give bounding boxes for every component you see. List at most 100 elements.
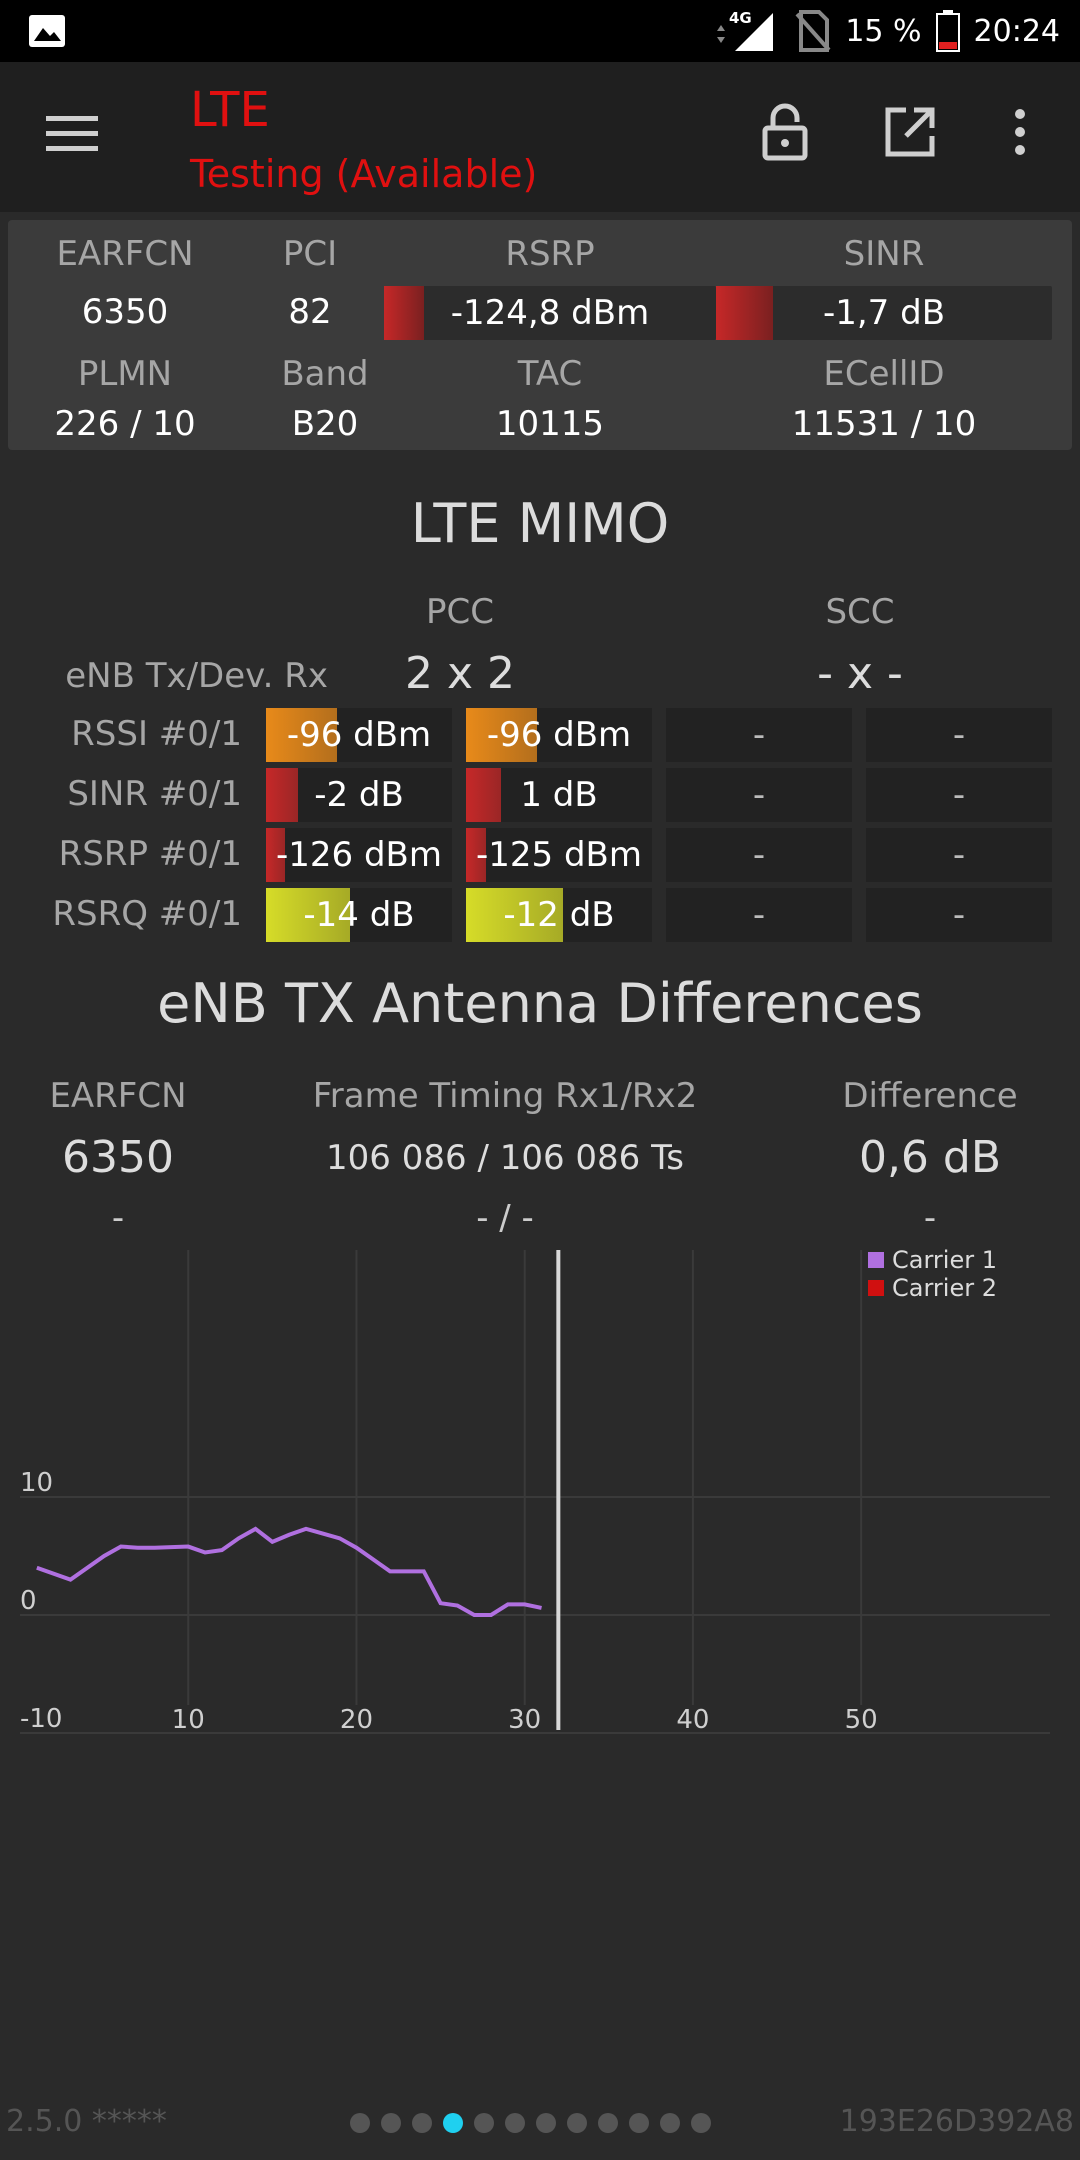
mimo-cell: 1 dB bbox=[466, 768, 652, 822]
menu-icon[interactable] bbox=[46, 114, 98, 154]
pcc-label: PCC bbox=[426, 592, 494, 632]
sinr-bar: -1,7 dB bbox=[716, 286, 1052, 340]
page-dot[interactable] bbox=[660, 2113, 680, 2133]
mimo-cell: - bbox=[866, 768, 1052, 822]
page-dot[interactable] bbox=[350, 2113, 370, 2133]
mimo-bar-fill bbox=[466, 828, 487, 882]
antenna-title: eNB TX Antenna Differences bbox=[157, 972, 923, 1035]
network-signal-icon: 4G bbox=[717, 9, 774, 51]
mimo-row-label: RSSI #0/1 bbox=[71, 714, 242, 754]
sinr-value: -1,7 dB bbox=[822, 293, 946, 333]
y-tick-label: -10 bbox=[20, 1704, 62, 1734]
mimo-cell: - bbox=[866, 708, 1052, 762]
page-dot[interactable] bbox=[536, 2113, 556, 2133]
mimo-bar-fill bbox=[466, 888, 563, 942]
enb-label: eNB Tx/Dev. Rx bbox=[65, 656, 328, 696]
mimo-cell: -2 dB bbox=[266, 768, 452, 822]
mimo-value: - bbox=[752, 715, 766, 755]
difference-secondary: - bbox=[923, 1198, 937, 1238]
page-dot[interactable] bbox=[505, 2113, 525, 2133]
x-tick-label: 50 bbox=[845, 1705, 878, 1735]
mimo-cell: -96 dBm bbox=[266, 708, 452, 762]
mimo-value: -2 dB bbox=[314, 775, 404, 815]
earfcn-value: 6350 bbox=[81, 292, 169, 332]
page-dot[interactable] bbox=[598, 2113, 618, 2133]
mimo-cell: - bbox=[866, 888, 1052, 942]
sinr-bar-fill bbox=[716, 286, 774, 340]
pci-label: PCI bbox=[282, 234, 338, 274]
mimo-value: - bbox=[952, 715, 966, 755]
y-tick-label: 10 bbox=[20, 1468, 53, 1498]
mimo-cell: - bbox=[666, 888, 852, 942]
page-dot[interactable] bbox=[567, 2113, 587, 2133]
app-subtitle: Testing (Available) bbox=[190, 152, 538, 196]
mimo-bar-fill bbox=[466, 708, 537, 762]
clock: 20:24 bbox=[973, 13, 1060, 49]
page-indicator[interactable] bbox=[350, 2113, 711, 2133]
no-sim-icon bbox=[795, 10, 831, 52]
mimo-value: - bbox=[752, 835, 766, 875]
summary-panel: EARFCN PCI RSRP SINR 6350 82 -124,8 dBm … bbox=[8, 220, 1072, 450]
battery-percent: 15 % bbox=[845, 13, 922, 49]
mimo-value: -96 dBm bbox=[486, 715, 632, 755]
difference-value: 0,6 dB bbox=[858, 1132, 1002, 1183]
mimo-bar-fill bbox=[266, 828, 285, 882]
device-id: 193E26D392A8 bbox=[839, 2104, 1074, 2139]
more-options-icon[interactable] bbox=[1000, 102, 1040, 162]
mimo-value: - bbox=[952, 775, 966, 815]
antenna-earfcn-value: 6350 bbox=[62, 1132, 174, 1183]
mimo-bar-fill bbox=[266, 768, 298, 822]
plmn-value: 226 / 10 bbox=[54, 404, 196, 444]
pci-value: 82 bbox=[288, 292, 332, 332]
rsrp-label: RSRP bbox=[505, 234, 595, 274]
mimo-bar-fill bbox=[466, 768, 502, 822]
y-tick-label: 0 bbox=[20, 1586, 37, 1616]
x-tick-label: 20 bbox=[340, 1705, 373, 1735]
mimo-value: -96 dBm bbox=[286, 715, 432, 755]
lock-open-icon[interactable] bbox=[755, 102, 815, 162]
rsrp-bar-fill bbox=[384, 286, 424, 340]
mimo-row-label: RSRQ #0/1 bbox=[52, 894, 242, 934]
mimo-value: -12 dB bbox=[503, 895, 615, 935]
mimo-value: -125 dBm bbox=[476, 835, 642, 875]
rsrp-bar: -124,8 dBm bbox=[384, 286, 716, 340]
page-dot[interactable] bbox=[474, 2113, 494, 2133]
mimo-value: -126 dBm bbox=[276, 835, 442, 875]
open-external-icon[interactable] bbox=[880, 102, 940, 162]
mimo-cell: -125 dBm bbox=[466, 828, 652, 882]
mimo-value: -14 dB bbox=[303, 895, 415, 935]
page-dot[interactable] bbox=[381, 2113, 401, 2133]
page-dot[interactable] bbox=[443, 2113, 463, 2133]
frame-timing-secondary: - / - bbox=[476, 1198, 534, 1238]
app-bar: LTE Testing (Available) bbox=[0, 62, 1080, 212]
page-dot[interactable] bbox=[629, 2113, 649, 2133]
svg-text:4G: 4G bbox=[729, 9, 752, 27]
plmn-label: PLMN bbox=[77, 354, 173, 394]
x-tick-label: 30 bbox=[508, 1705, 541, 1735]
mimo-cell: - bbox=[666, 828, 852, 882]
mimo-cell: -96 dBm bbox=[466, 708, 652, 762]
pcc-value: 2 x 2 bbox=[405, 648, 515, 699]
tac-value: 10115 bbox=[495, 404, 605, 444]
gallery-icon bbox=[29, 15, 65, 47]
mimo-value: - bbox=[952, 895, 966, 935]
x-tick-label: 10 bbox=[172, 1705, 205, 1735]
mimo-cell: - bbox=[866, 828, 1052, 882]
legend-label: Carrier 2 bbox=[892, 1274, 997, 1302]
rsrp-value: -124,8 dBm bbox=[450, 293, 650, 333]
tac-label: TAC bbox=[517, 354, 583, 394]
mimo-value: - bbox=[752, 895, 766, 935]
mimo-value: - bbox=[952, 835, 966, 875]
scc-value: - x - bbox=[817, 648, 903, 699]
series-line-carrier-1 bbox=[36, 1526, 542, 1617]
ecellid-label: ECellID bbox=[823, 354, 945, 394]
page-dot[interactable] bbox=[412, 2113, 432, 2133]
x-tick-label: 40 bbox=[676, 1705, 709, 1735]
page-dot[interactable] bbox=[691, 2113, 711, 2133]
mimo-cell: - bbox=[666, 708, 852, 762]
app-version: 2.5.0 ***** bbox=[6, 2104, 167, 2139]
legend-swatch bbox=[868, 1252, 884, 1268]
mimo-cell: -14 dB bbox=[266, 888, 452, 942]
earfcn-label: EARFCN bbox=[56, 234, 194, 274]
app-title: LTE bbox=[190, 82, 270, 138]
